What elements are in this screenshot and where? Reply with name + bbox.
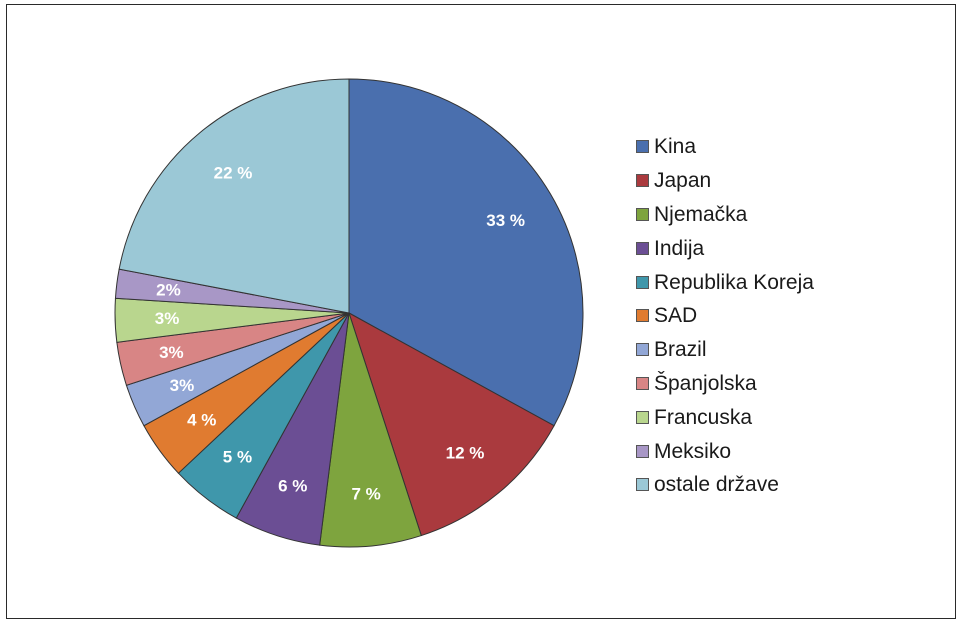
legend-swatch [636,174,649,188]
slice-label: 12 % [446,444,485,463]
legend-label: Japan [654,169,712,193]
slice-label: 3% [170,376,195,395]
legend-swatch [636,444,649,458]
legend-label: SAD [654,304,698,328]
legend-item: Njemačka [636,198,814,232]
legend-swatch [636,410,649,424]
legend-swatch [636,478,649,492]
legend-label: Indija [654,236,705,260]
legend-label: ostale države [654,473,779,497]
legend-swatch [636,241,649,255]
legend-swatch [636,376,649,390]
legend-item: Meksiko [636,434,814,468]
legend-label: Brazil [654,338,707,362]
legend-item: Španjolska [636,367,814,401]
legend-swatch [636,309,649,323]
slice-label: 6 % [278,477,307,496]
slice-label: 3% [159,343,184,362]
slice-label: 7 % [351,485,380,504]
slice-label: 2% [156,281,181,300]
slice-label: 33 % [486,211,525,230]
legend-label: Francuska [654,405,753,429]
slice-label: 5 % [223,447,252,466]
pie-slice [348,311,555,537]
legend-item: Brazil [636,333,814,367]
legend-item: Indija [636,231,814,265]
legend: Kina Japan Njemačka Indija Republika Koreja S… [636,130,814,502]
slice-label: 4 % [187,410,216,429]
legend-swatch [636,207,649,221]
slice-label: 22 % [214,163,253,182]
pie-slice [319,312,422,548]
legend-label: Njemačka [654,202,748,226]
legend-label: Republika Koreja [654,270,814,294]
legend-item: SAD [636,299,814,333]
pie-slice [118,78,350,314]
legend-item: ostale države [636,468,814,502]
legend-swatch [636,275,649,289]
legend-label: Meksiko [654,439,732,463]
legend-item: Kina [636,130,814,164]
pie-slice [348,78,584,427]
legend-swatch [636,343,649,357]
legend-label: Kina [654,135,697,159]
legend-item: Francuska [636,400,814,434]
slice-label: 3% [155,309,180,328]
legend-swatch [636,140,649,154]
legend-item: Japan [636,164,814,198]
legend-label: Španjolska [654,371,757,395]
legend-item: Republika Koreja [636,265,814,299]
